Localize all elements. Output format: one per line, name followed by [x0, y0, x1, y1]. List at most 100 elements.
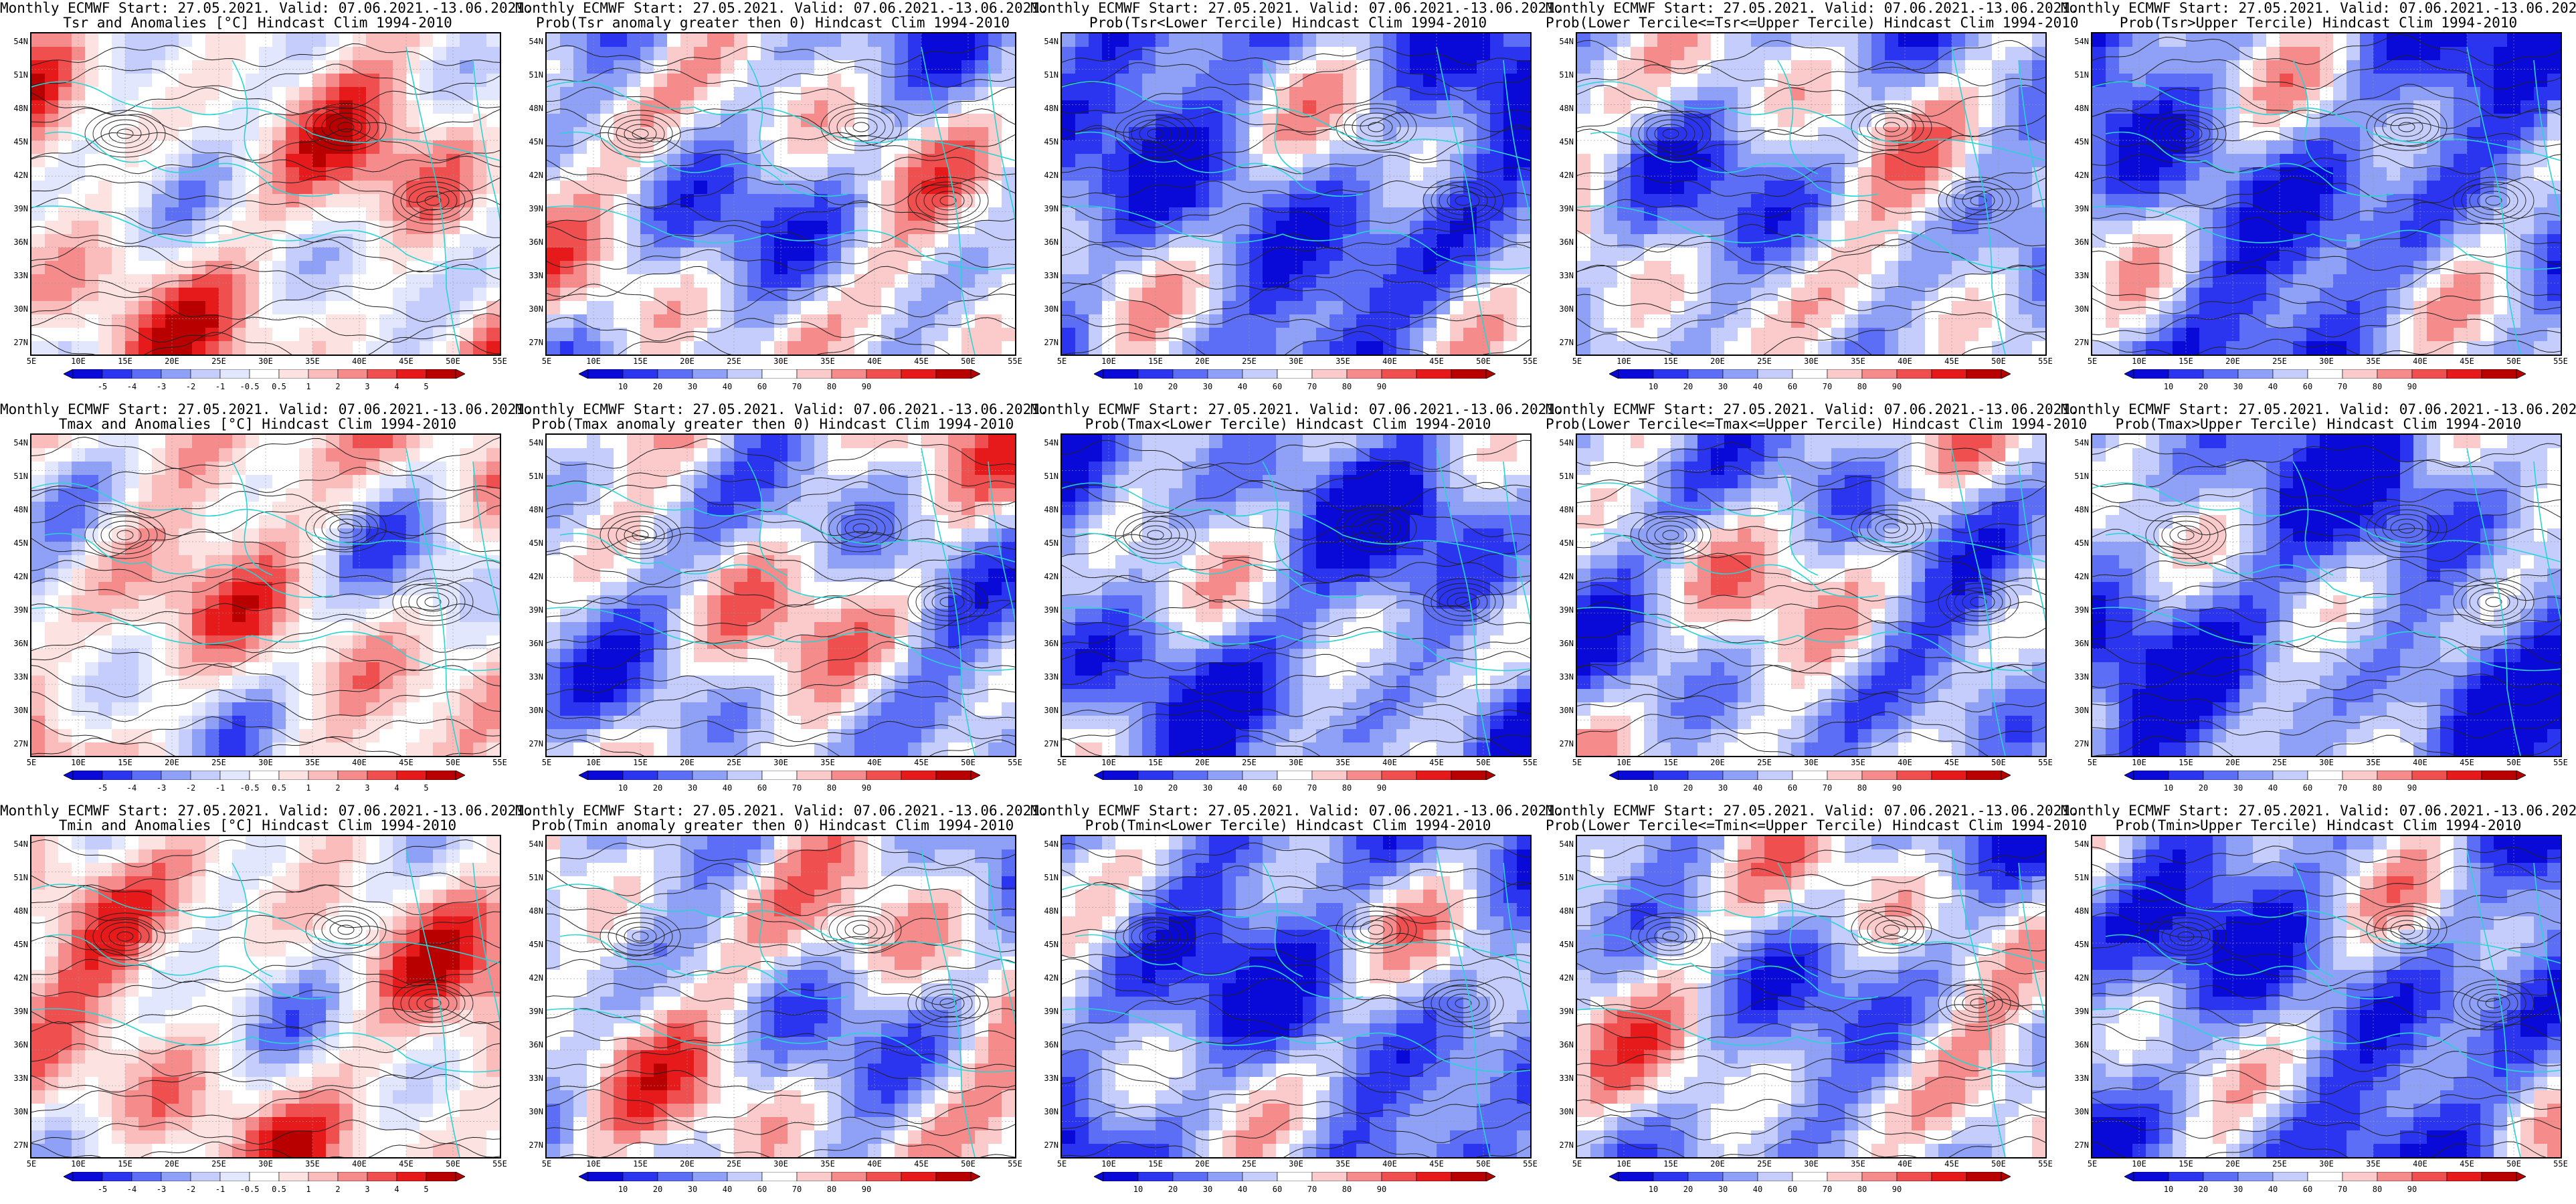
- lon-label: 35E: [820, 758, 835, 767]
- lon-label: 10E: [1101, 357, 1116, 366]
- lon-label: 50E: [1476, 1159, 1491, 1169]
- lon-label: 35E: [1851, 758, 1865, 767]
- colorbar-label: 70: [792, 1185, 802, 1194]
- lon-label: 35E: [820, 1159, 835, 1169]
- shaded-field: [31, 435, 500, 756]
- lat-label: 39N: [13, 605, 28, 615]
- lon-label: 10E: [71, 758, 86, 767]
- colorbar-label: 70: [2337, 1185, 2348, 1194]
- colorbar-label: 80: [2372, 783, 2383, 793]
- lon-label: 45E: [914, 758, 929, 767]
- lat-label: 45N: [1559, 940, 1574, 949]
- panel-title-line2: Tmin and Anomalies [°C] Hindcast Clim 19…: [58, 817, 457, 833]
- panel-title-line2: Tmax and Anomalies [°C] Hindcast Clim 19…: [58, 416, 457, 432]
- colorbar: [2124, 369, 2526, 379]
- lat-label: 45N: [529, 940, 543, 949]
- colorbar: [2124, 1172, 2526, 1181]
- lon-label: 55E: [2553, 357, 2568, 366]
- lat-label: 30N: [1044, 304, 1059, 314]
- lon-label: 30E: [2319, 1159, 2334, 1169]
- lon-label: 20E: [1195, 1159, 1210, 1169]
- lat-label: 39N: [1044, 204, 1059, 213]
- colorbar-label: 10: [1133, 1185, 1143, 1194]
- lat-label: 54N: [2074, 839, 2089, 849]
- lon-label: 15E: [1148, 357, 1163, 366]
- lat-label: 54N: [13, 839, 28, 849]
- map-panel: Monthly ECMWF Start: 27.05.2021. Valid: …: [1030, 0, 1564, 401]
- lon-label: 50E: [446, 1159, 460, 1169]
- lon-label: 35E: [305, 357, 320, 366]
- lat-label: 42N: [1559, 572, 1574, 581]
- shaded-field: [1062, 435, 1530, 756]
- colorbar-label: 10: [2163, 783, 2174, 793]
- shaded-field: [1062, 33, 1530, 355]
- shaded-field: [547, 33, 1015, 355]
- lon-label: 30E: [258, 758, 273, 767]
- colorbar-label: 40: [1237, 1185, 1248, 1194]
- lon-label: 25E: [2272, 1159, 2287, 1169]
- lon-label: 5E: [26, 758, 37, 767]
- lon-label: 35E: [1851, 1159, 1865, 1169]
- lon-label: 40E: [1382, 1159, 1397, 1169]
- lat-label: 27N: [1559, 338, 1574, 347]
- lat-label: 42N: [1044, 572, 1059, 581]
- lon-label: 40E: [1898, 758, 1912, 767]
- colorbar-label: 20: [652, 382, 663, 391]
- lon-label: 25E: [211, 1159, 226, 1169]
- lon-label: 20E: [165, 1159, 179, 1169]
- lon-label: 15E: [118, 1159, 132, 1169]
- panel-title-line1: Monthly ECMWF Start: 27.05.2021. Valid: …: [0, 0, 533, 16]
- map-panel: Monthly ECMWF Start: 27.05.2021. Valid: …: [0, 803, 533, 1204]
- lat-label: 54N: [1044, 839, 1059, 849]
- lat-label: 33N: [2074, 672, 2089, 682]
- lat-label: 27N: [1044, 739, 1059, 748]
- lat-label: 48N: [2074, 505, 2089, 514]
- lon-label: 35E: [305, 758, 320, 767]
- lon-label: 50E: [1991, 1159, 2006, 1169]
- lon-label: 45E: [2460, 1159, 2474, 1169]
- lat-label: 27N: [2074, 338, 2089, 347]
- lon-label: 45E: [2460, 758, 2474, 767]
- lat-label: 36N: [2074, 639, 2089, 648]
- panel-title-line2: Prob(Tsr>Upper Tercile) Hindcast Clim 19…: [2119, 15, 2518, 31]
- lon-label: 40E: [1382, 758, 1397, 767]
- panel-title-line1: Monthly ECMWF Start: 27.05.2021. Valid: …: [1030, 803, 1564, 819]
- lat-label: 36N: [1044, 237, 1059, 247]
- lat-label: 54N: [2074, 37, 2089, 46]
- lon-label: 40E: [1382, 357, 1397, 366]
- lat-label: 33N: [1559, 1074, 1574, 1083]
- lon-label: 5E: [2087, 357, 2098, 366]
- lon-label: 40E: [352, 1159, 367, 1169]
- lon-label: 30E: [1804, 357, 1819, 366]
- lon-label: 5E: [26, 1159, 37, 1169]
- panel-title-line2: Prob(Tmin anomaly greater then 0) Hindca…: [531, 817, 1014, 833]
- colorbar-label: 60: [1787, 783, 1798, 793]
- lat-label: 30N: [529, 304, 543, 314]
- lat-label: 36N: [1044, 1040, 1059, 1049]
- lon-label: 50E: [2506, 357, 2521, 366]
- lat-label: 39N: [2074, 204, 2089, 213]
- lat-label: 42N: [2074, 572, 2089, 581]
- lat-label: 51N: [529, 472, 543, 481]
- lat-label: 54N: [529, 438, 543, 447]
- lat-label: 27N: [2074, 1140, 2089, 1150]
- lat-label: 42N: [529, 973, 543, 983]
- lat-label: 51N: [13, 70, 28, 80]
- lon-label: 35E: [1851, 357, 1865, 366]
- lat-label: 30N: [1044, 1107, 1059, 1116]
- colorbar-label: 60: [2302, 783, 2313, 793]
- colorbar: [579, 1172, 980, 1181]
- lat-label: 54N: [529, 37, 543, 46]
- lon-label: 45E: [399, 758, 413, 767]
- colorbar-label: 90: [1376, 783, 1387, 793]
- map-area: [545, 433, 1016, 757]
- lat-label: 33N: [2074, 271, 2089, 280]
- colorbar-label: 60: [1787, 382, 1798, 391]
- lon-label: 55E: [1008, 1159, 1022, 1169]
- lon-label: 45E: [1944, 1159, 1959, 1169]
- lon-label: 25E: [1757, 357, 1772, 366]
- colorbar-label: 20: [1683, 382, 1693, 391]
- colorbar-label: 20: [2198, 1185, 2209, 1194]
- map-area: [1061, 835, 1532, 1159]
- colorbar-label: 0.5: [272, 783, 286, 793]
